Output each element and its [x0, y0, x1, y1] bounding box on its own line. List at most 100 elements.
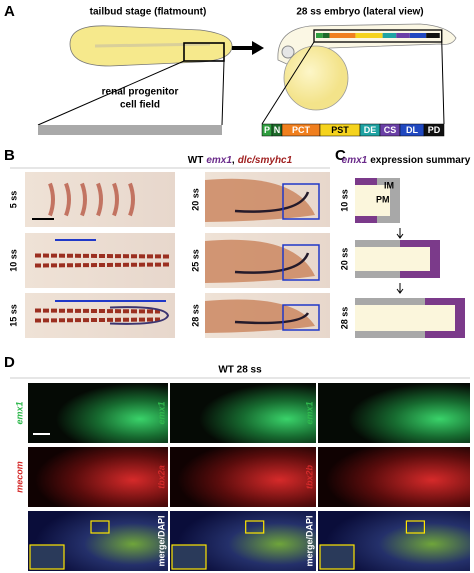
- channel-label: merge/DAPI: [156, 515, 166, 566]
- segment-label: DL: [406, 125, 418, 135]
- panel-label: A: [4, 3, 15, 20]
- fluorescence-image: [170, 447, 316, 507]
- channel-label: merge/DAPI: [304, 515, 314, 566]
- field-label: cell field: [120, 100, 160, 111]
- segment-label: P: [264, 125, 270, 135]
- panel-label: D: [4, 354, 15, 371]
- channel-label: emx1: [14, 401, 24, 424]
- embryo-tail: [205, 239, 315, 283]
- channel-label: tbx2b: [304, 465, 314, 490]
- stain-stripe: [34, 262, 171, 268]
- left-title: tailbud stage (flatmount): [90, 7, 207, 18]
- fluorescence-image: [28, 447, 168, 507]
- somite-stain: [48, 182, 55, 217]
- pronephros-stain: [234, 312, 310, 325]
- stage-label: 25 ss: [190, 249, 200, 272]
- embryo-segment: [409, 33, 427, 38]
- progression-arrow: [396, 283, 404, 294]
- emx1-stain: [109, 306, 170, 325]
- title-rest: expression summary: [370, 155, 470, 166]
- expression-box: [282, 183, 320, 220]
- zoom-box: [90, 520, 110, 534]
- stain-stripe: [34, 317, 161, 323]
- pronephros-stain: [234, 191, 310, 213]
- embryo-segment: [322, 33, 330, 38]
- segment-label: CS: [384, 125, 397, 135]
- embryo-segment: [426, 33, 440, 38]
- panel-title: WT emx1, dlc/smyhc1: [188, 155, 293, 166]
- embryo-tail: [205, 299, 315, 333]
- embryo-tail: [205, 178, 315, 222]
- somite-stain: [112, 182, 119, 217]
- zoom-box: [405, 520, 425, 534]
- segment-label: PD: [428, 125, 441, 135]
- notochord: [94, 42, 211, 48]
- highlight-box: [183, 42, 225, 62]
- embryo-segment: [355, 33, 383, 38]
- stage-label: 20 ss: [190, 188, 200, 211]
- inset: [29, 544, 65, 570]
- micrograph: [25, 293, 175, 338]
- panel-title: emx1 expression summary: [342, 155, 471, 166]
- segment-label: PCT: [292, 125, 311, 135]
- pm: [355, 247, 430, 271]
- title-gene: emx1: [342, 155, 368, 166]
- stage-label: 28 ss: [190, 304, 200, 327]
- panel-label: C: [335, 147, 346, 164]
- expression-box: [282, 304, 320, 331]
- channel-label: emx1: [304, 401, 314, 424]
- fluorescence-image: [318, 383, 470, 443]
- progenitor-field: [38, 125, 222, 135]
- im-label: IM: [384, 180, 394, 190]
- title-part: ,: [232, 155, 235, 166]
- segment-label: DE: [364, 125, 377, 135]
- eye: [281, 45, 295, 59]
- title-part: dlc/smyhc1: [238, 155, 293, 166]
- emx1-domain: [425, 298, 465, 338]
- stain-stripe: [34, 308, 161, 314]
- emx1-domain: [355, 178, 377, 223]
- fluorescence-image: [318, 447, 470, 507]
- somite-stain: [96, 182, 103, 217]
- micrograph: [25, 233, 175, 288]
- zoom-lines: [261, 41, 445, 125]
- panel-title: WT 28 ss: [218, 365, 262, 376]
- embryo-segment: [329, 33, 356, 38]
- pm-label: PM: [376, 194, 390, 204]
- field-label: renal progenitor: [102, 87, 179, 98]
- embryo-segment: [396, 33, 410, 38]
- stage-label: 20 ss: [339, 248, 349, 271]
- channel-label: tbx2a: [156, 465, 166, 489]
- fluorescence-image: [28, 383, 168, 443]
- fluorescence-image: [170, 383, 316, 443]
- segment: [423, 123, 445, 137]
- embryo-box: [313, 29, 443, 43]
- inset: [319, 544, 355, 570]
- segment-label: N: [274, 125, 281, 135]
- pronephros-stain: [234, 252, 310, 274]
- stage-label: 10 ss: [8, 249, 18, 272]
- zoom-lines: [37, 60, 225, 126]
- expression-box: [282, 244, 320, 281]
- embryo-segment: [382, 33, 397, 38]
- arrowhead: [252, 41, 264, 55]
- channel-label: emx1: [156, 401, 166, 424]
- stage-label: 10 ss: [339, 189, 349, 212]
- stage-label: 28 ss: [339, 307, 349, 330]
- right-title: 28 ss embryo (lateral view): [296, 7, 423, 18]
- title-part: WT: [188, 155, 204, 166]
- somite-stain: [64, 182, 71, 217]
- stage-label: 5 ss: [8, 191, 18, 209]
- embryo-segment: [316, 33, 323, 38]
- segment-label: PST: [331, 125, 349, 135]
- somite-stain: [80, 182, 87, 217]
- pm: [355, 305, 455, 331]
- stage-label: 15 ss: [8, 304, 18, 327]
- pm: [355, 185, 390, 216]
- title-part: emx1: [206, 155, 232, 166]
- yolk: [283, 45, 349, 111]
- emx1-domain: [400, 240, 440, 278]
- somite-stain: [128, 182, 135, 217]
- panel-label: B: [4, 147, 15, 164]
